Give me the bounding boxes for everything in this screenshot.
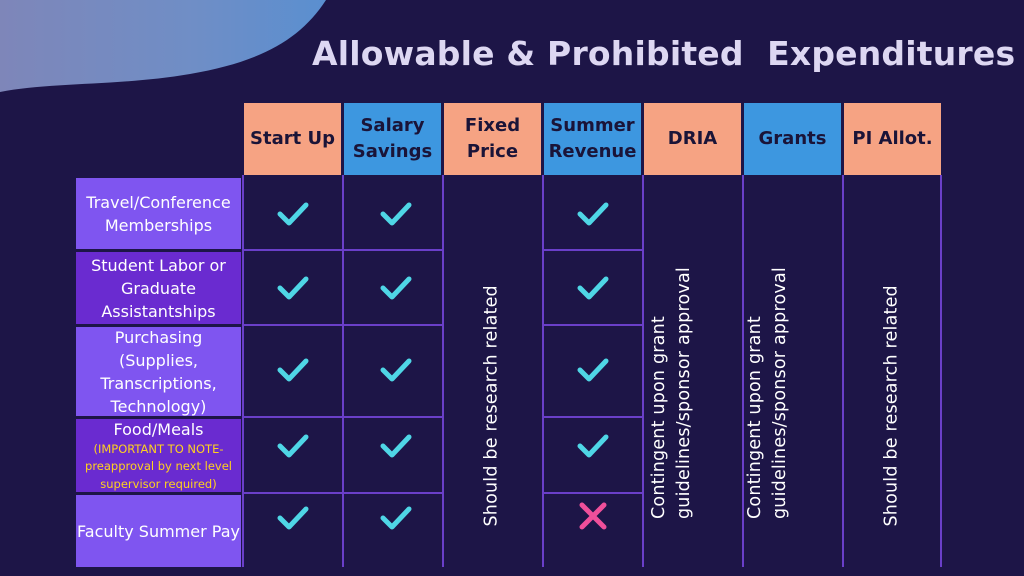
x-icon — [579, 502, 607, 530]
row-label-purchasing: Purchasing (Supplies, Transcriptions, Te… — [76, 327, 241, 416]
grid-line — [242, 249, 442, 251]
column-header-salary-savings: Salary Savings — [344, 103, 441, 175]
pi-allot-note: Should be research related — [881, 285, 902, 527]
check-icon — [577, 434, 609, 458]
column-header-summer-revenue: Summer Revenue — [544, 103, 641, 175]
check-icon — [577, 358, 609, 382]
grid-line — [242, 416, 442, 418]
row-label-food-meals: Food/Meals (IMPORTANT TO NOTE- preapprov… — [76, 419, 241, 492]
grid-line — [242, 324, 442, 326]
row-label-text: Faculty Summer Pay — [77, 521, 240, 541]
approval-note: (IMPORTANT TO NOTE- preapproval by next … — [85, 441, 232, 491]
column-header-pi-allot: PI Allot. — [844, 103, 941, 175]
grid-line — [940, 175, 942, 567]
column-header-grants: Grants — [744, 103, 841, 175]
check-icon — [577, 202, 609, 226]
column-header-start-up: Start Up — [244, 103, 341, 175]
grid-line — [542, 416, 642, 418]
column-header-fixed-price: Fixed Price — [444, 103, 541, 175]
check-icon — [577, 276, 609, 300]
dria-note: Contingent upon grant guidelines/sponsor… — [649, 267, 694, 519]
grid-line — [542, 249, 642, 251]
grid-line — [442, 175, 444, 567]
check-icon — [277, 434, 309, 458]
grid-line — [542, 324, 642, 326]
check-icon — [380, 434, 412, 458]
row-label-text: Student Labor or Graduate Assistantships — [91, 255, 226, 321]
grid-line — [242, 175, 244, 567]
grid-line — [542, 492, 642, 494]
check-icon — [380, 202, 412, 226]
check-icon — [277, 506, 309, 530]
row-label-text: Purchasing (Supplies, Transcriptions, Te… — [100, 327, 217, 416]
row-label-student-labor: Student Labor or Graduate Assistantships — [76, 252, 241, 324]
check-icon — [277, 358, 309, 382]
grid-line — [842, 175, 844, 567]
slide-title: Allowable & Prohibited Expenditures — [312, 34, 1016, 73]
check-icon — [277, 202, 309, 226]
grid-line — [642, 175, 644, 567]
grid-line — [542, 175, 544, 567]
fixed-price-note: Should be research related — [481, 285, 502, 527]
row-label-travel: Travel/Conference Memberships — [76, 178, 241, 249]
check-icon — [380, 276, 412, 300]
check-icon — [380, 506, 412, 530]
grants-note: Contingent upon grant guidelines/sponsor… — [745, 267, 790, 519]
check-icon — [380, 358, 412, 382]
row-label-text: Food/Meals — [113, 419, 204, 439]
column-header-dria: DRIA — [644, 103, 741, 175]
grid-line — [342, 175, 344, 567]
row-label-faculty-summer-pay: Faculty Summer Pay — [76, 495, 241, 567]
check-icon — [277, 276, 309, 300]
grid-line — [242, 492, 442, 494]
grid-line — [742, 175, 744, 567]
row-label-text: Travel/Conference Memberships — [86, 192, 231, 235]
